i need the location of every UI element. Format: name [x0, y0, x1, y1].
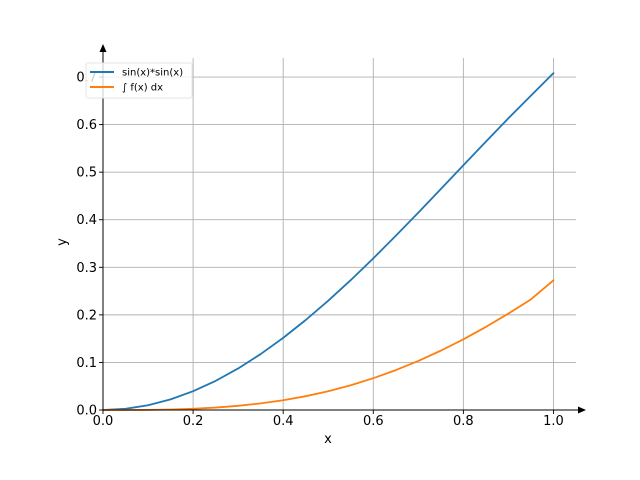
y-tick-label: 0.6 — [76, 118, 97, 133]
legend: sin(x)*sin(x) ∫ f(x) dx — [85, 62, 193, 99]
x-axis-arrow-icon — [578, 406, 586, 414]
x-tick-label: 1.0 — [543, 414, 564, 429]
series-line-1 — [102, 72, 555, 411]
y-tick-label: 0.3 — [76, 261, 97, 276]
y-ticks: 0.00.10.20.30.40.50.60.7 — [76, 71, 103, 419]
y-axis-label: y — [55, 238, 70, 246]
y-tick-label: 0.1 — [76, 356, 97, 371]
legend-label-series-1: sin(x)*sin(x) — [122, 68, 183, 79]
y-tick-label: 0.0 — [76, 404, 97, 419]
legend-label-series-2: ∫ f(x) dx — [122, 83, 163, 94]
y-axis-arrow-icon — [99, 44, 107, 52]
x-tick-label: 0.0 — [93, 414, 114, 429]
y-tick-label: 0.5 — [76, 166, 97, 181]
grid — [103, 58, 576, 410]
series-layer — [102, 72, 555, 411]
x-tick-label: 0.2 — [183, 414, 204, 429]
x-tick-label: 0.4 — [273, 414, 294, 429]
x-ticks: 0.0 0.2 0.4 0.6 0.8 1.0 — [93, 410, 564, 429]
y-tick-label: 0.4 — [76, 213, 97, 228]
series-line-2 — [102, 279, 555, 411]
x-tick-label: 0.8 — [453, 414, 474, 429]
x-tick-label: 0.6 — [363, 414, 384, 429]
y-tick-label: 0.2 — [76, 308, 97, 323]
x-axis-label: x — [324, 432, 332, 447]
axes — [99, 44, 586, 414]
